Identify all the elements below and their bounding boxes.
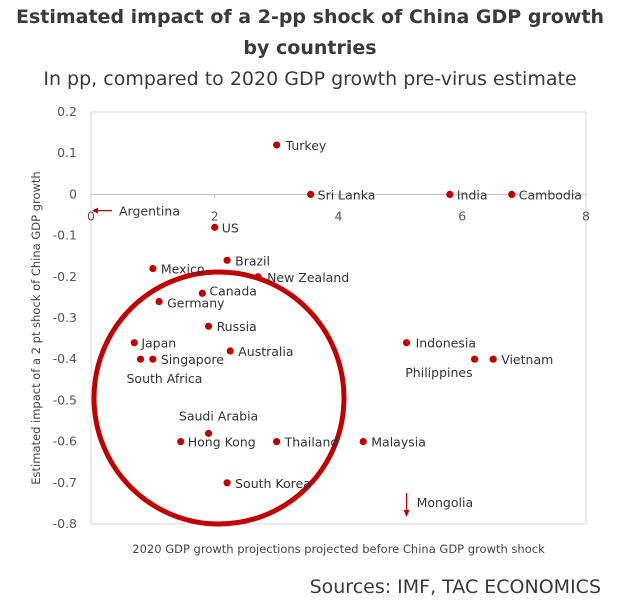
point-label: Thailand bbox=[284, 435, 339, 450]
point-malaysia bbox=[359, 438, 367, 446]
point-label: Singapore bbox=[161, 352, 224, 367]
offchart-label: Argentina bbox=[119, 204, 180, 219]
point-label: Hong Kong bbox=[188, 435, 256, 450]
highlight-circle bbox=[91, 269, 347, 527]
point-canada bbox=[198, 289, 206, 297]
point-label: Sri Lanka bbox=[318, 187, 376, 202]
point-us bbox=[211, 223, 219, 231]
point-hong-kong bbox=[177, 438, 185, 446]
chart-title-line1: Estimated impact of a 2-pp shock of Chin… bbox=[15, 6, 605, 28]
y-tick-label: -0.2 bbox=[53, 269, 77, 284]
y-tick-label: -0.1 bbox=[53, 228, 77, 243]
point-label: South Africa bbox=[127, 371, 203, 386]
point-vietnam bbox=[489, 355, 497, 363]
point-japan bbox=[130, 339, 138, 347]
point-label: Mexico bbox=[161, 262, 205, 277]
y-tick-label: -0.6 bbox=[53, 434, 77, 449]
point-label: Cambodia bbox=[519, 187, 582, 202]
point-label: Philippines bbox=[405, 365, 472, 380]
point-label: US bbox=[222, 220, 239, 235]
point-cambodia bbox=[508, 190, 516, 198]
source-note: Sources: IMF, TAC ECONOMICS bbox=[309, 576, 601, 598]
point-label: New Zealand bbox=[267, 270, 349, 285]
point-philippines bbox=[471, 355, 479, 363]
point-south-korea bbox=[223, 479, 231, 487]
point-australia bbox=[226, 347, 234, 355]
point-indonesia bbox=[402, 339, 411, 347]
point-turkey bbox=[273, 141, 281, 149]
y-axis-label: Estimated impact of a 2 pt shock of Chin… bbox=[29, 171, 43, 484]
x-axis-label: 2020 GDP growth projections projected be… bbox=[132, 542, 545, 556]
plot-frame bbox=[90, 111, 587, 525]
x-tick-label: 2 bbox=[211, 208, 219, 223]
point-south-africa bbox=[136, 355, 145, 363]
point-label: Malaysia bbox=[371, 435, 426, 450]
point-india bbox=[446, 190, 454, 198]
point-brazil bbox=[223, 256, 231, 264]
chart-title-line2: by countries bbox=[243, 37, 377, 59]
x-tick-label: 0 bbox=[87, 208, 95, 223]
y-tick-label: 0 bbox=[69, 186, 77, 201]
point-label: South Korea bbox=[235, 476, 311, 491]
point-saudi-arabia bbox=[204, 429, 213, 437]
x-tick-label: 6 bbox=[458, 208, 466, 223]
point-germany bbox=[155, 297, 163, 306]
point-mexico bbox=[149, 264, 157, 273]
point-singapore bbox=[149, 355, 157, 363]
point-thailand bbox=[273, 438, 281, 446]
point-label: Germany bbox=[167, 296, 225, 311]
y-tick-label: -0.8 bbox=[53, 516, 77, 531]
x-tick-label: 8 bbox=[582, 208, 590, 223]
point-label: Australia bbox=[238, 344, 293, 359]
arrow-head-left bbox=[92, 207, 98, 214]
point-label: Turkey bbox=[285, 138, 327, 153]
point-label: Indonesia bbox=[416, 336, 476, 351]
point-label: Russia bbox=[217, 319, 257, 334]
y-tick-label: -0.7 bbox=[53, 475, 77, 490]
point-label: Brazil bbox=[235, 253, 270, 268]
point-label: India bbox=[457, 187, 488, 202]
y-tick-label: 0.2 bbox=[57, 104, 77, 119]
point-label: Japan bbox=[140, 336, 176, 351]
point-label: Vietnam bbox=[501, 352, 553, 367]
point-russia bbox=[204, 322, 213, 330]
point-label: Saudi Arabia bbox=[179, 408, 258, 423]
x-tick-label: 4 bbox=[335, 208, 343, 223]
chart-subtitle: In pp, compared to 2020 GDP growth pre-v… bbox=[43, 68, 577, 90]
y-tick-label: -0.4 bbox=[53, 351, 77, 366]
point-label: Canada bbox=[209, 283, 257, 298]
y-tick-label: 0.1 bbox=[57, 145, 77, 160]
y-tick-label: -0.3 bbox=[53, 310, 77, 325]
y-tick-label: -0.5 bbox=[53, 392, 77, 407]
offchart-label: Mongolia bbox=[417, 495, 474, 510]
point-sri-lanka bbox=[307, 190, 315, 198]
arrow-head-down bbox=[403, 510, 410, 517]
